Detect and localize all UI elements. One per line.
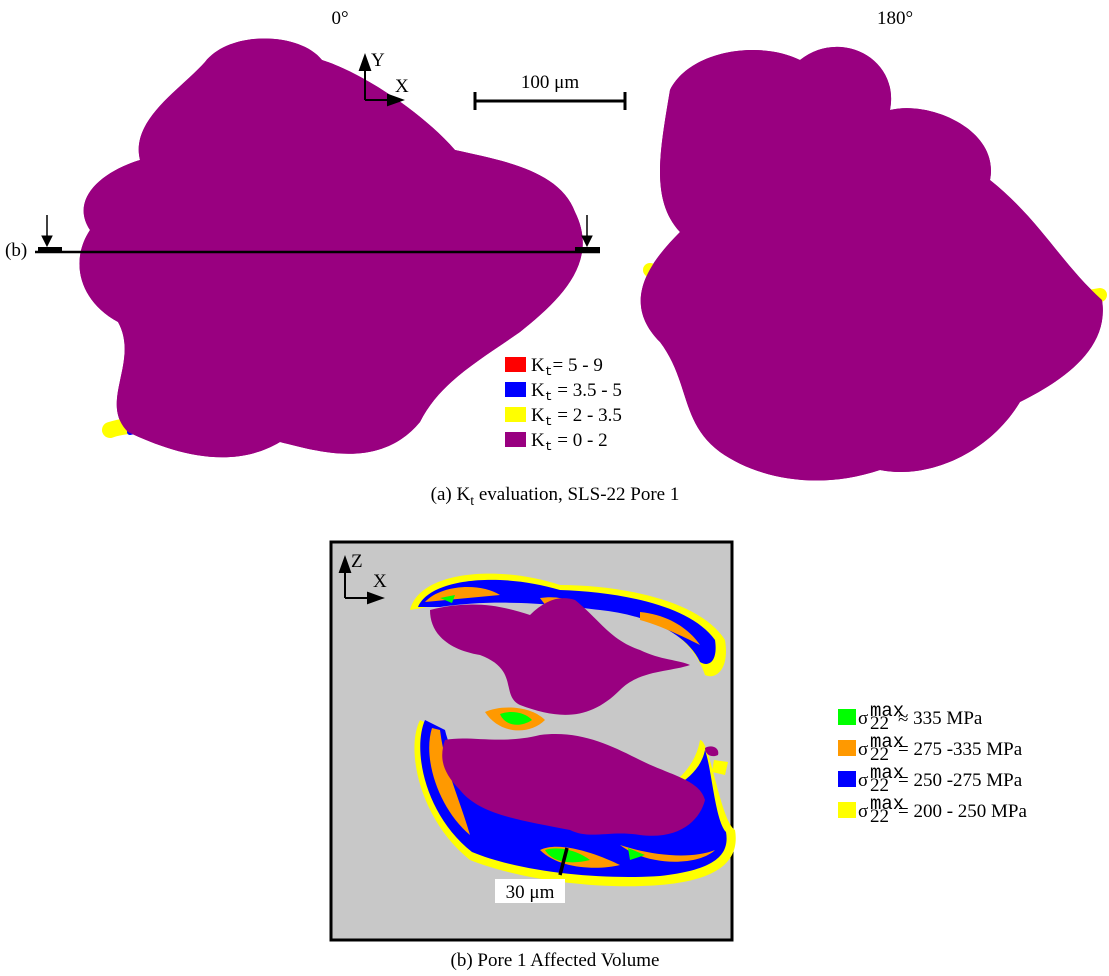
axis-label: X: [373, 571, 387, 592]
legend-subscript: t: [545, 389, 553, 404]
legend-superscript: max: [870, 731, 904, 753]
legend-symbol: K: [531, 405, 545, 426]
legend-subscript: t: [545, 364, 553, 379]
legend-subscript: 22: [870, 713, 889, 734]
legend-subscript: 22: [870, 775, 889, 796]
legend-swatch: [505, 357, 526, 372]
axes-icon: [358, 53, 405, 107]
legend-label: Kt = 3.5 - 5: [531, 380, 622, 404]
legend-superscript: max: [870, 793, 904, 815]
view-label: 0°: [331, 8, 348, 29]
legend-text: = 2 - 3.5: [553, 405, 622, 426]
legend-symbol: K: [531, 430, 545, 451]
legend-label: Kt = 0 - 2: [531, 430, 608, 454]
legend-symbol: K: [531, 355, 545, 376]
legend-text: = 3.5 - 5: [553, 380, 622, 401]
legend-swatch: [838, 802, 856, 818]
legend-swatch: [505, 382, 526, 397]
scale-label: 30 μm: [506, 882, 555, 903]
legend-symbol: K: [531, 380, 545, 401]
legend-superscript: max: [870, 700, 904, 722]
scale-label-bg: [495, 879, 565, 903]
legend-subscript: t: [545, 414, 553, 429]
section-view: [410, 573, 736, 887]
axis-label: Y: [371, 50, 385, 71]
legend-subscript: t: [545, 439, 553, 454]
legend-symbol: σ: [858, 770, 868, 791]
section-label: (b): [5, 240, 27, 261]
axis-label: Z: [351, 551, 363, 572]
axes-icon: [338, 555, 385, 605]
legend-text: = 275 -335 MPa: [898, 739, 1023, 760]
legend-swatch: [505, 432, 526, 447]
legend-subscript: 22: [870, 806, 889, 827]
view-label: 180°: [877, 8, 913, 29]
scale-bar: [473, 92, 627, 110]
axis-label: X: [395, 76, 409, 97]
legend-symbol: σ: [858, 801, 868, 822]
legend-swatch: [505, 407, 526, 422]
legend-text: = 5 - 9: [553, 355, 603, 376]
section-line: [35, 215, 600, 254]
caption: (b) Pore 1 Affected Volume: [451, 950, 660, 971]
legend-subscript: 22: [870, 744, 889, 765]
legend: Kt= 5 - 9Kt = 3.5 - 5Kt = 2 - 3.5Kt = 0 …: [505, 355, 622, 454]
legend-label: Kt= 5 - 9: [531, 355, 603, 379]
legend-label: Kt = 2 - 3.5: [531, 405, 622, 429]
caption: (a) Kt evaluation, SLS-22 Pore 1: [431, 484, 680, 509]
legend-superscript: max: [870, 762, 904, 784]
legend-symbol: σ: [858, 708, 868, 729]
legend-symbol: σ: [858, 739, 868, 760]
scale-label: 100 μm: [521, 72, 579, 93]
legend-swatch: [838, 740, 856, 756]
legend-text: = 250 -275 MPa: [898, 770, 1023, 791]
legend-text: = 200 - 250 MPa: [898, 801, 1028, 822]
legend-swatch: [838, 771, 856, 787]
pore-right: [640, 46, 1107, 481]
legend-text: = 0 - 2: [553, 430, 608, 451]
legend-swatch: [838, 709, 856, 725]
legend-text: ≈ 335 MPa: [898, 708, 983, 729]
